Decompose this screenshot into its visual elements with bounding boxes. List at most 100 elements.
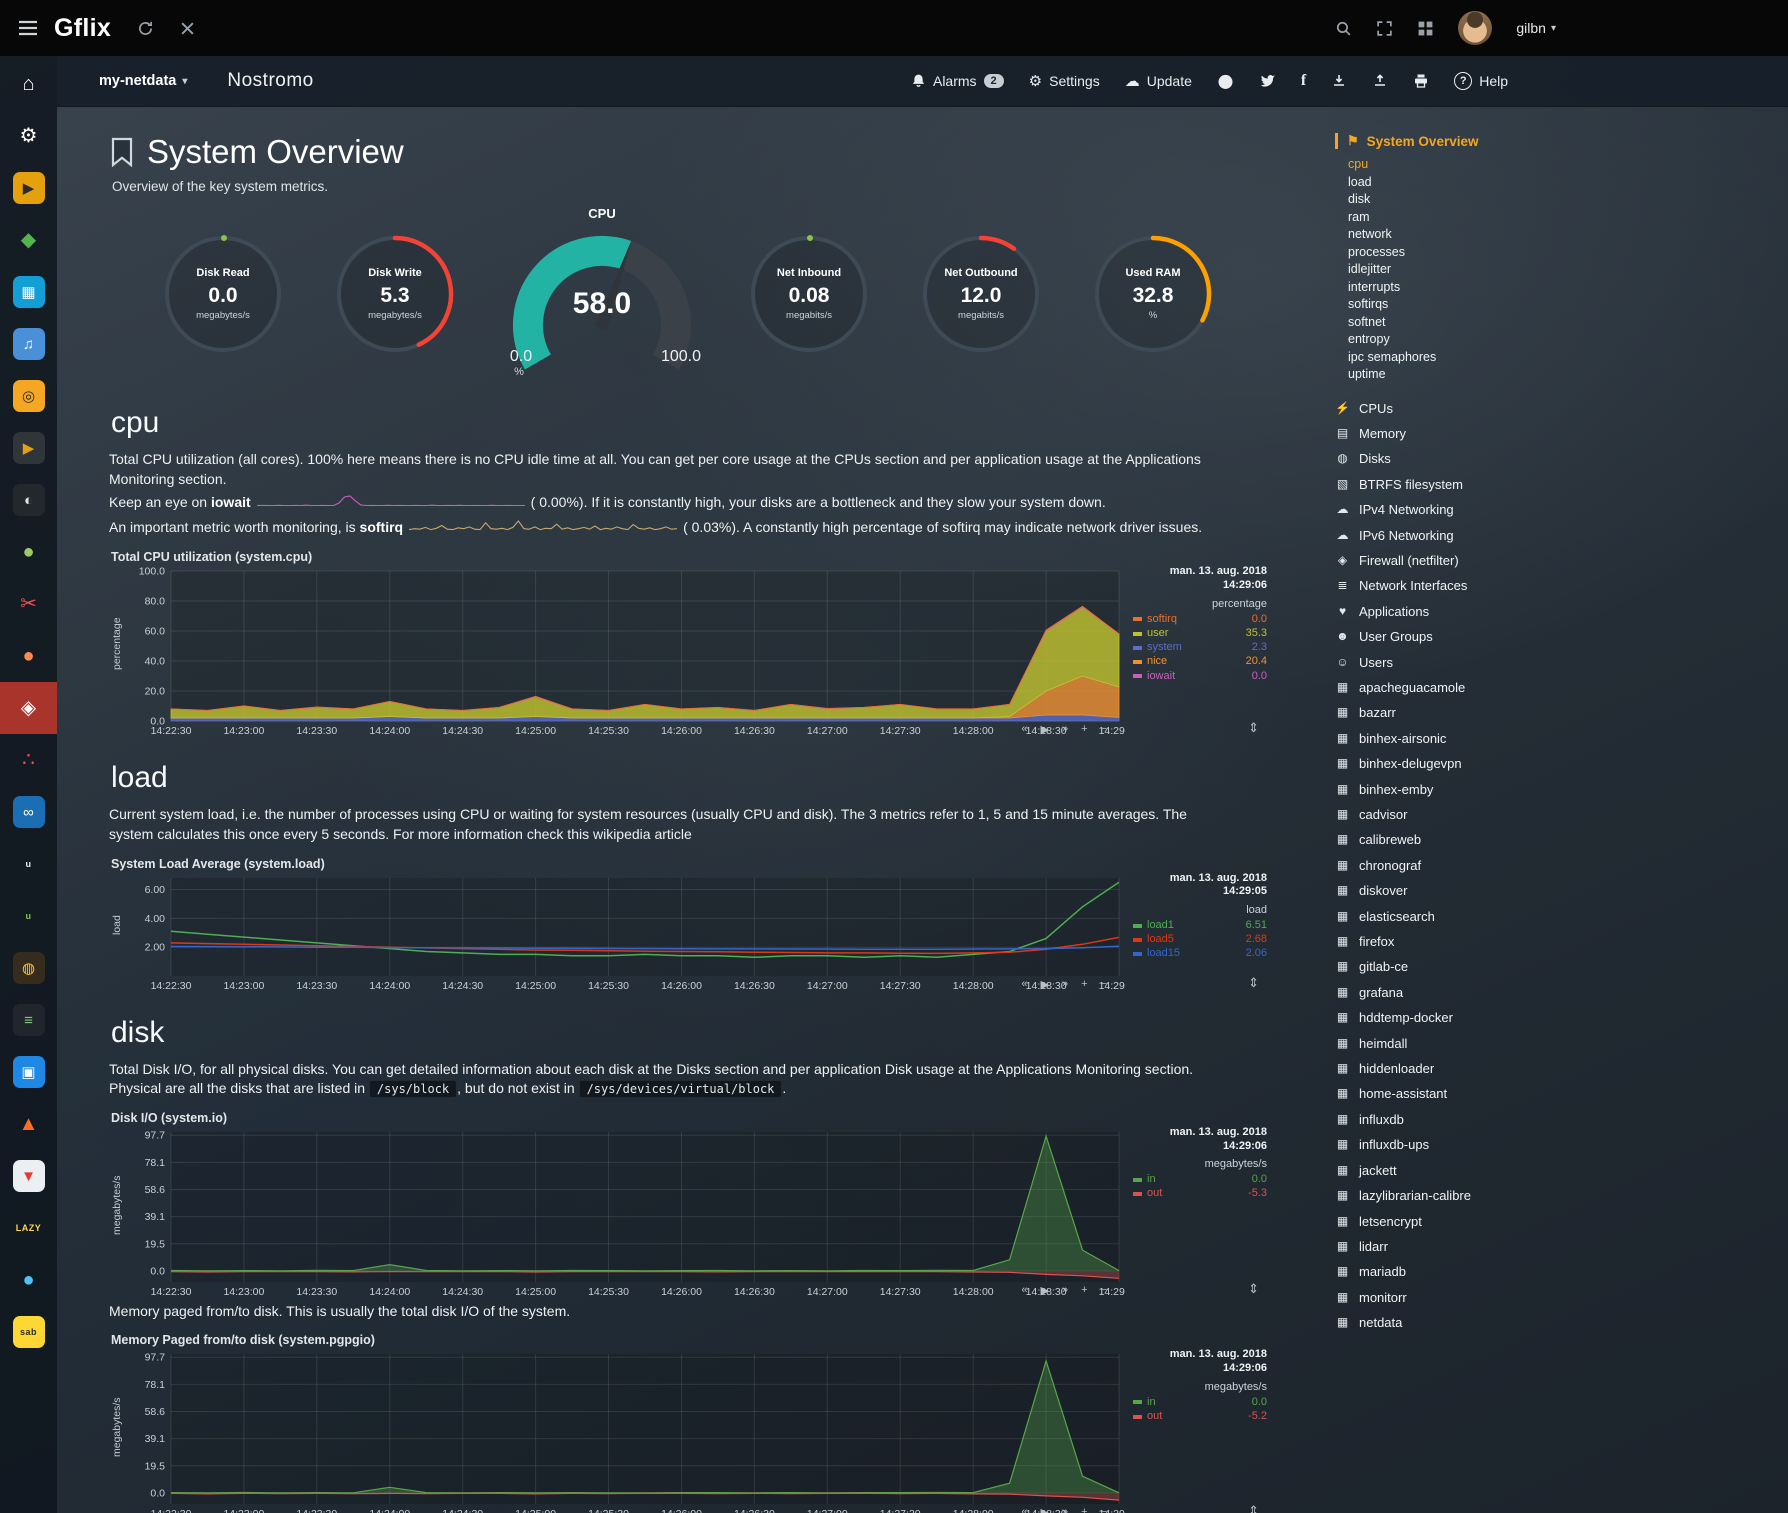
zoom-in-button[interactable]: + [1081,1506,1088,1513]
menu-app-influxdb[interactable]: ▦ influxdb [1335,1107,1531,1132]
sidebar-app-sabnzbd[interactable]: sab [0,1306,57,1358]
chart-plot[interactable]: 2.00 4.00 6.00 14:22:30 14:23:00 14:23:30 14:2… [125,872,1125,992]
pan-right-button[interactable]: » [1062,977,1069,990]
zoom-out-button[interactable]: − [1100,1283,1107,1296]
menu-app-bazarr[interactable]: ▦ bazarr [1335,700,1531,725]
menu-app-firefox[interactable]: ▦ firefox [1335,929,1531,954]
menu-network-interfaces[interactable]: ≣ Network Interfaces [1335,573,1531,598]
sidebar-app-ubooquity[interactable]: u [0,838,57,890]
menu-sub-disk[interactable]: disk [1348,192,1371,206]
zoom-out-button[interactable]: − [1100,977,1107,990]
legend-load1[interactable]: load1 6.51 [1133,919,1267,932]
zoom-in-button[interactable]: + [1081,977,1088,990]
menu-app-lazylibrarian-calibre[interactable]: ▦ lazylibrarian-calibre [1335,1183,1531,1208]
user-avatar[interactable] [1458,11,1493,45]
menu-applications[interactable]: ♥ Applications [1335,599,1531,624]
play-button[interactable]: ▶ [1040,978,1049,991]
play-button[interactable]: ▶ [1041,1506,1049,1513]
sidebar-app-airsonic[interactable]: ♫ [0,318,57,370]
menu-app-cadvisor[interactable]: ▦ cadvisor [1335,802,1531,827]
settings-button[interactable]: ⚙ Settings [1028,72,1100,90]
menu-sub-network[interactable]: network [1348,227,1392,241]
sidebar-app-app-blue-tile[interactable]: ▣ [0,1046,57,1098]
menu-ipv6-networking[interactable]: ☁ IPv6 Networking [1335,523,1531,548]
sidebar-app-gitlab[interactable]: ▲ [0,1098,57,1150]
sidebar-app-app-red-cluster[interactable]: ∴ [0,734,57,786]
user-menu[interactable]: gilbn ▾ [1516,20,1556,36]
menu-app-binhex-emby[interactable]: ▦ binhex-emby [1335,777,1531,802]
legend-load5[interactable]: load5 2.68 [1133,933,1267,946]
chart-plot[interactable]: 0.0 20.0 40.0 60.0 80.0 100.0 14:22:30 14:23:00… [125,565,1125,738]
legend-load15[interactable]: load15 2.06 [1133,947,1267,960]
menu-cpus[interactable]: ⚡ CPUs [1335,396,1531,421]
menu-app-lidarr[interactable]: ▦ lidarr [1335,1234,1531,1259]
menu-app-calibreweb[interactable]: ▦ calibreweb [1335,827,1531,852]
host-dropdown[interactable]: my-netdata ▾ [99,73,188,89]
sidebar-app-nextcloud[interactable]: ∞ [0,786,57,838]
sidebar-app-emby[interactable]: ◆ [0,214,57,266]
close-button[interactable] [180,20,195,37]
menu-sub-ram[interactable]: ram [1348,209,1370,224]
chart-canvas[interactable]: 0.0 20.0 40.0 60.0 80.0 100.0 14:22:30 14:23:00… [125,565,1125,738]
legend-softirq[interactable]: softirq 0.0 [1133,613,1267,626]
chart-resize-handle[interactable]: ⇕ [1248,974,1259,990]
chart-plot[interactable]: 0.0 19.5 39.1 58.6 78.1 97.7 14:22:30 14:23:00 1… [125,1126,1125,1297]
chart-canvas[interactable]: 2.00 4.00 6.00 14:22:30 14:23:00 14:23:30 14:2… [125,872,1125,992]
menu-app-hddtemp-docker[interactable]: ▦ hddtemp-docker [1335,1005,1531,1030]
sidebar-app-lazylibrarian[interactable]: LAZY [0,1202,57,1254]
zoom-in-button[interactable]: + [1081,1283,1088,1296]
chart-plot[interactable]: 0.0 19.5 39.1 58.6 78.1 97.7 14:22:30 14:23:00 1… [125,1348,1125,1513]
menu-app-heimdall[interactable]: ▦ heimdall [1335,1031,1531,1056]
chart-resize-handle[interactable]: ⇕ [1248,1503,1259,1513]
update-button[interactable]: ☁ Update [1124,72,1192,90]
zoom-out-button[interactable]: − [1100,723,1107,736]
fullscreen-button[interactable] [1376,20,1393,37]
chart-canvas[interactable]: 0.0 19.5 39.1 58.6 78.1 97.7 14:22:30 14:23:00 1… [125,1348,1125,1513]
play-button[interactable]: ▶ [1040,724,1049,737]
menu-memory[interactable]: ▤ Memory [1335,421,1531,446]
menu-app-monitorr[interactable]: ▦ monitorr [1335,1285,1531,1310]
menu-sub-cpu[interactable]: cpu [1348,157,1369,171]
search-button[interactable] [1335,20,1352,37]
legend-user[interactable]: user 35.3 [1133,627,1267,640]
legend-out[interactable]: out -5.2 [1133,1410,1267,1423]
menu-app-grafana[interactable]: ▦ grafana [1335,980,1531,1005]
menu-sub-softnet[interactable]: softnet [1348,314,1386,329]
zoom-out-button[interactable]: − [1100,1506,1107,1513]
sidebar-app-plex[interactable]: ▶ [0,422,57,474]
menu-btrfs-filesystem[interactable]: ▧ BTRFS filesystem [1335,472,1531,497]
sidebar-app-app-green-circle[interactable]: ● [0,526,57,578]
twitter-button[interactable] [1259,74,1276,89]
print-button[interactable] [1413,73,1429,89]
legend-iowait[interactable]: iowait 0.0 [1133,670,1267,683]
apps-grid-button[interactable] [1417,20,1434,37]
menu-app-influxdb-ups[interactable]: ▦ influxdb-ups [1335,1132,1531,1157]
sidebar-app-app-green-u[interactable]: u [0,890,57,942]
github-button[interactable] [1217,73,1234,90]
menu-app-chronograf[interactable]: ▦ chronograf [1335,853,1531,878]
menu-sub-idlejitter[interactable]: idlejitter [1348,262,1392,276]
sidebar-app-tautulli[interactable]: ▶ [0,162,57,214]
menu-disks[interactable]: ◍ Disks [1335,446,1531,471]
menu-sub-entropy[interactable]: entropy [1348,332,1390,346]
download-button[interactable] [1331,73,1347,89]
menu-app-gitlab-ce[interactable]: ▦ gitlab-ce [1335,954,1531,979]
sidebar-app-app-amber-round[interactable]: ◍ [0,942,57,994]
menu-sub-processes[interactable]: processes [1348,244,1405,259]
menu-sub-interrupts[interactable]: interrupts [1348,279,1401,294]
menu-app-jackett[interactable]: ▦ jackett [1335,1158,1531,1183]
hamburger-menu-button[interactable] [18,20,38,36]
zoom-in-button[interactable]: + [1081,723,1088,736]
pan-right-button[interactable]: » [1062,1283,1069,1296]
menu-app-diskover[interactable]: ▦ diskover [1335,878,1531,903]
menu-sub-load[interactable]: load [1348,174,1372,189]
sidebar-app-app-water-drop[interactable]: ● [0,1254,57,1306]
alarms-button[interactable]: Alarms 2 [911,73,1004,89]
legend-in[interactable]: in 0.0 [1133,1173,1267,1186]
menu-app-hiddenloader[interactable]: ▦ hiddenloader [1335,1056,1531,1081]
menu-firewall-netfilter-[interactable]: ◈ Firewall (netfilter) [1335,548,1531,573]
sidebar-app-app-download-tile[interactable]: ▼ [0,1150,57,1202]
sidebar-app-app-status-lines[interactable]: ≡ [0,994,57,1046]
menu-app-binhex-airsonic[interactable]: ▦ binhex-airsonic [1335,726,1531,751]
sidebar-app-resilio-sync[interactable]: ◈ [0,682,57,734]
